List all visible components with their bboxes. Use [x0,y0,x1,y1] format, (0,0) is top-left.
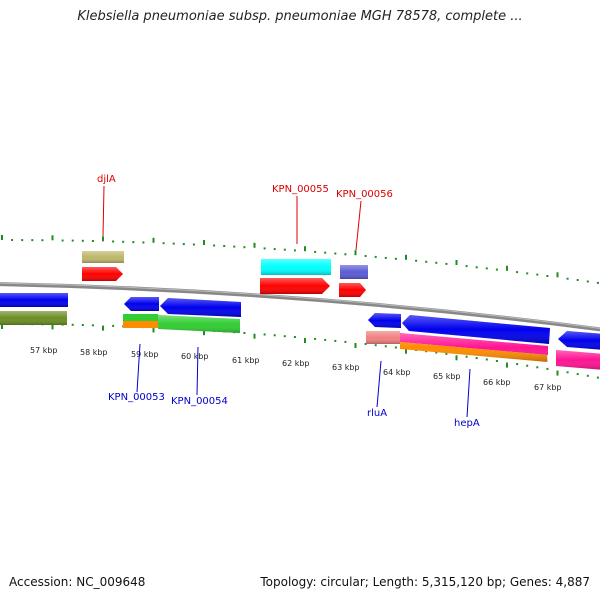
gene-label-rlua[interactable]: rluA [367,408,387,419]
top-genes [82,251,368,297]
gene-feature[interactable] [124,297,159,311]
map-title: Klebsiella pneumoniae subsp. pneumoniae … [77,9,523,24]
topology-summary: Topology: circular; Length: 5,315,120 bp… [260,575,590,589]
gene-feature[interactable] [0,293,68,307]
kbp-label: 63 kbp [332,363,360,372]
gene-feature[interactable] [402,315,550,344]
gene-feature[interactable] [261,259,331,275]
gene-label-kpn-00053[interactable]: KPN_00053 [108,392,165,403]
kbp-label: 60 kbp [181,352,209,361]
gene-feature[interactable] [260,278,330,294]
accession-text: Accession: NC_009648 [9,575,146,589]
kbp-label: 57 kbp [30,346,58,355]
gene-feature[interactable] [123,314,240,333]
gene-feature[interactable] [339,283,366,297]
kbp-label: 61 kbp [232,356,260,365]
genome-backbone [0,282,600,332]
gene-feature[interactable] [340,265,368,279]
gene-label-djla[interactable]: djlA [97,174,116,185]
kbp-label: 58 kbp [80,348,108,357]
genome-backbone-highlight [0,282,600,329]
kbp-label: 62 kbp [282,359,310,368]
gene-label-kpn-00055[interactable]: KPN_00055 [272,184,329,195]
gene-feature[interactable] [558,331,600,350]
gene-feature[interactable] [82,251,124,263]
kbp-labels: 57 kbp 58 kbp 59 kbp 60 kbp 61 kbp 62 kb… [30,346,562,392]
gene-label-kpn-00054[interactable]: KPN_00054 [171,396,228,407]
gene-feature[interactable] [556,350,600,370]
gene-label-kpn-00056[interactable]: KPN_00056 [336,189,393,200]
kbp-label: 65 kbp [433,372,461,381]
kbp-label: 64 kbp [383,368,411,377]
top-gene-labels: djlA KPN_00055 KPN_00056 [97,174,393,251]
gene-feature[interactable] [368,313,401,328]
gene-feature[interactable] [160,298,241,317]
gene-feature[interactable] [82,267,123,281]
gene-feature[interactable] [0,311,67,325]
kbp-label: 66 kbp [483,378,511,387]
bottom-gene-labels: KPN_00053 KPN_00054 rluA hepA [108,343,480,429]
gene-feature[interactable] [366,331,400,344]
kbp-label: 67 kbp [534,383,562,392]
kbp-label: 59 kbp [131,350,159,359]
bottom-genes [0,293,600,370]
ticks-top [1,235,599,284]
gene-feature[interactable] [400,333,548,362]
gene-label-hepa[interactable]: hepA [454,418,480,429]
